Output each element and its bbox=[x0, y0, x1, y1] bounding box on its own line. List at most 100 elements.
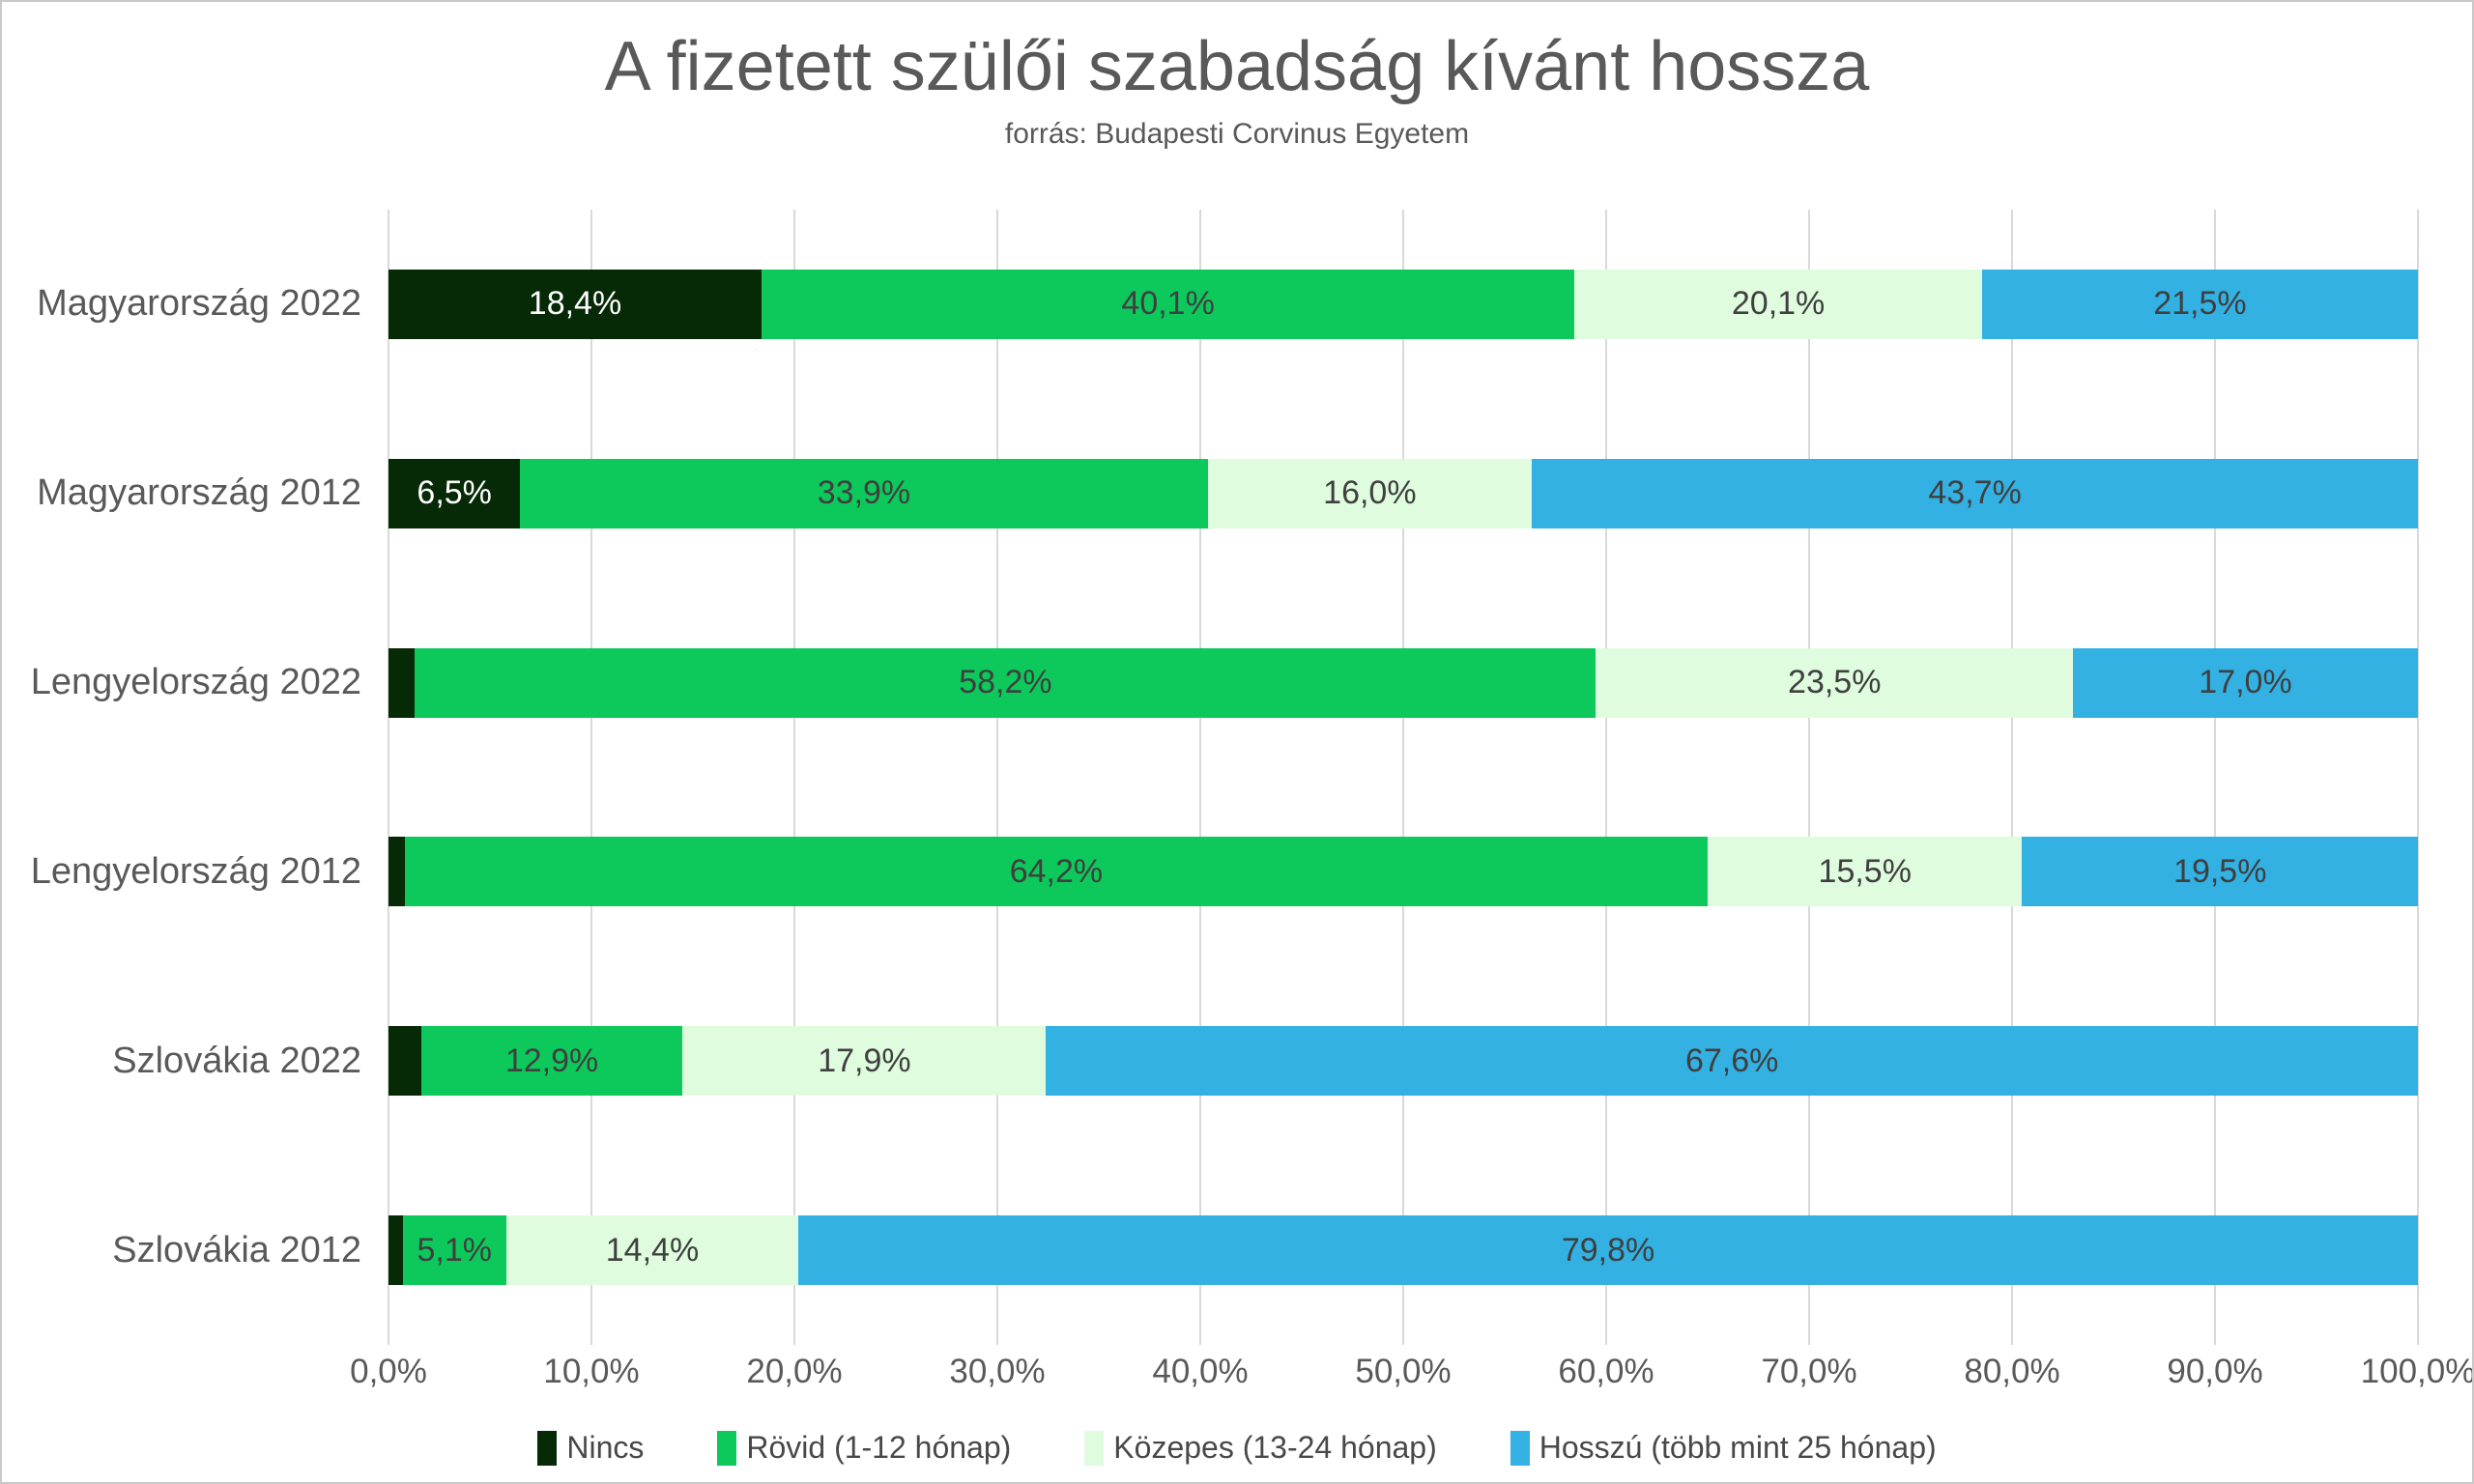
plot-area: 18,4% 40,1% 20,1% 21,5% 6,5% 33,9% 16,0% 43,7% 5… bbox=[388, 210, 2419, 1345]
legend-label: Közepes (13-24 hónap) bbox=[1113, 1430, 1437, 1465]
category-axis: Magyarország 2022 Magyarország 2012 Lengye… bbox=[2, 210, 361, 1345]
x-tick-label: 10,0% bbox=[543, 1353, 640, 1390]
legend-swatch-icon bbox=[717, 1430, 737, 1466]
bar-segment-hosszu: 21,5% bbox=[1981, 269, 2418, 339]
bar-segment-rovid: 12,9% bbox=[420, 1026, 683, 1097]
gridline bbox=[2417, 210, 2419, 1345]
segment-label: 21,5% bbox=[2153, 285, 2247, 323]
bar-segment-hosszu: 19,5% bbox=[2022, 837, 2418, 907]
x-tick-label: 80,0% bbox=[1964, 1353, 2060, 1390]
bar-segment-nincs bbox=[388, 1215, 403, 1286]
segment-label: 14,4% bbox=[605, 1231, 700, 1269]
category-label: Magyarország 2012 bbox=[37, 472, 361, 514]
bar-segment-nincs: 6,5% bbox=[388, 458, 521, 528]
legend-label: Nincs bbox=[566, 1430, 645, 1465]
bar-segment-rovid: 5,1% bbox=[402, 1215, 506, 1286]
x-tick-label: 100,0% bbox=[2360, 1353, 2474, 1390]
bar-segment-hosszu: 17,0% bbox=[2072, 647, 2418, 718]
category-label: Szlovákia 2012 bbox=[112, 1229, 361, 1270]
gridline bbox=[2214, 210, 2216, 1345]
x-tick-label: 60,0% bbox=[1558, 1353, 1654, 1390]
bar-segment-nincs bbox=[388, 1026, 421, 1097]
bar-row: 58,2% 23,5% 17,0% bbox=[388, 588, 2418, 778]
chart-title: A fizetett szülői szabadság kívánt hossz… bbox=[604, 28, 1870, 105]
x-tick-label: 20,0% bbox=[746, 1353, 843, 1390]
gridline bbox=[1605, 210, 1607, 1345]
legend-item-rovid: Rövid (1-12 hónap) bbox=[717, 1430, 1011, 1466]
segment-label: 18,4% bbox=[528, 285, 622, 323]
category-slot: Szlovákia 2022 bbox=[2, 966, 361, 1156]
stacked-bar: 6,5% 33,9% 16,0% 43,7% bbox=[388, 458, 2418, 528]
gridline bbox=[2011, 210, 2013, 1345]
chart-subtitle: forrás: Budapesti Corvinus Egyetem bbox=[1004, 118, 1470, 150]
legend-label: Hosszú (több mint 25 hónap) bbox=[1539, 1430, 1937, 1465]
bar-rows: 18,4% 40,1% 20,1% 21,5% 6,5% 33,9% 16,0% 43,7% 5… bbox=[388, 210, 2418, 1345]
category-label: Lengyelország 2022 bbox=[30, 662, 361, 703]
segment-label: 67,6% bbox=[1684, 1042, 1779, 1079]
stacked-bar: 18,4% 40,1% 20,1% 21,5% bbox=[388, 269, 2418, 339]
category-label: Szlovákia 2022 bbox=[112, 1040, 361, 1081]
bar-row: 6,5% 33,9% 16,0% 43,7% bbox=[388, 399, 2418, 588]
bar-segment-nincs: 18,4% bbox=[388, 269, 762, 339]
gridline bbox=[388, 210, 389, 1345]
bar-segment-nincs bbox=[388, 647, 416, 718]
category-slot: Magyarország 2012 bbox=[2, 399, 361, 588]
bar-segment-hosszu: 79,8% bbox=[798, 1215, 2418, 1286]
gridline bbox=[793, 210, 795, 1345]
legend: Nincs Rövid (1-12 hónap) Közepes (13-24 hó… bbox=[2, 1430, 2472, 1466]
legend-item-kozepes: Közepes (13-24 hónap) bbox=[1084, 1430, 1437, 1466]
segment-label: 12,9% bbox=[504, 1042, 599, 1079]
segment-label: 17,9% bbox=[818, 1042, 911, 1079]
stacked-bar: 58,2% 23,5% 17,0% bbox=[388, 647, 2418, 718]
legend-swatch-icon bbox=[1084, 1430, 1105, 1466]
category-label: Lengyelország 2012 bbox=[30, 850, 361, 892]
segment-label: 58,2% bbox=[959, 664, 1052, 701]
bar-segment-rovid: 58,2% bbox=[415, 647, 1597, 718]
bar-segment-rovid: 64,2% bbox=[404, 837, 1708, 907]
stacked-bar: 5,1% 14,4% 79,8% bbox=[388, 1215, 2418, 1286]
bar-segment-kozepes: 20,1% bbox=[1574, 269, 1982, 339]
x-tick-label: 30,0% bbox=[949, 1353, 1046, 1390]
stacked-bar: 64,2% 15,5% 19,5% bbox=[388, 837, 2418, 907]
legend-item-nincs: Nincs bbox=[537, 1430, 644, 1466]
bar-segment-kozepes: 23,5% bbox=[1596, 647, 2073, 718]
category-label: Magyarország 2022 bbox=[37, 283, 361, 325]
segment-label: 40,1% bbox=[1121, 285, 1215, 323]
x-axis: 0,0% 10,0% 20,0% 30,0% 40,0% 50,0% 60,0% 70,0% 8… bbox=[350, 1353, 2472, 1401]
legend-item-hosszu: Hosszú (több mint 25 hónap) bbox=[1510, 1430, 1937, 1466]
segment-label: 20,1% bbox=[1731, 285, 1826, 323]
bar-segment-kozepes: 14,4% bbox=[505, 1215, 799, 1286]
gridline bbox=[1402, 210, 1404, 1345]
x-tick-label: 90,0% bbox=[2167, 1353, 2263, 1390]
segment-label: 19,5% bbox=[2173, 852, 2267, 890]
bar-row: 5,1% 14,4% 79,8% bbox=[388, 1156, 2418, 1345]
gridline bbox=[590, 210, 592, 1345]
bar-row: 12,9% 17,9% 67,6% bbox=[388, 966, 2418, 1156]
stacked-bar: 12,9% 17,9% 67,6% bbox=[388, 1026, 2418, 1097]
category-slot: Lengyelország 2022 bbox=[2, 588, 361, 778]
gridline bbox=[1808, 210, 1810, 1345]
bar-segment-nincs bbox=[388, 837, 405, 907]
bar-segment-hosszu: 43,7% bbox=[1532, 458, 2418, 528]
gridline bbox=[996, 210, 998, 1345]
x-tick-label: 40,0% bbox=[1152, 1353, 1249, 1390]
segment-label: 79,8% bbox=[1561, 1231, 1655, 1269]
bar-segment-kozepes: 16,0% bbox=[1207, 458, 1533, 528]
segment-label: 6,5% bbox=[417, 474, 492, 512]
category-slot: Szlovákia 2012 bbox=[2, 1156, 361, 1345]
category-slot: Magyarország 2022 bbox=[2, 210, 361, 399]
x-tick-label: 0,0% bbox=[350, 1353, 427, 1390]
segment-label: 15,5% bbox=[1818, 852, 1912, 890]
legend-swatch-icon bbox=[537, 1430, 558, 1466]
segment-label: 33,9% bbox=[817, 474, 911, 512]
category-slot: Lengyelország 2012 bbox=[2, 777, 361, 966]
bar-segment-rovid: 40,1% bbox=[762, 269, 1575, 339]
segment-label: 17,0% bbox=[2199, 664, 2292, 701]
bar-row: 18,4% 40,1% 20,1% 21,5% bbox=[388, 210, 2418, 399]
segment-label: 16,0% bbox=[1323, 474, 1417, 512]
gridline bbox=[1199, 210, 1201, 1345]
x-tick-label: 70,0% bbox=[1761, 1353, 1857, 1390]
legend-swatch-icon bbox=[1510, 1430, 1530, 1466]
bar-segment-rovid: 33,9% bbox=[520, 458, 1208, 528]
